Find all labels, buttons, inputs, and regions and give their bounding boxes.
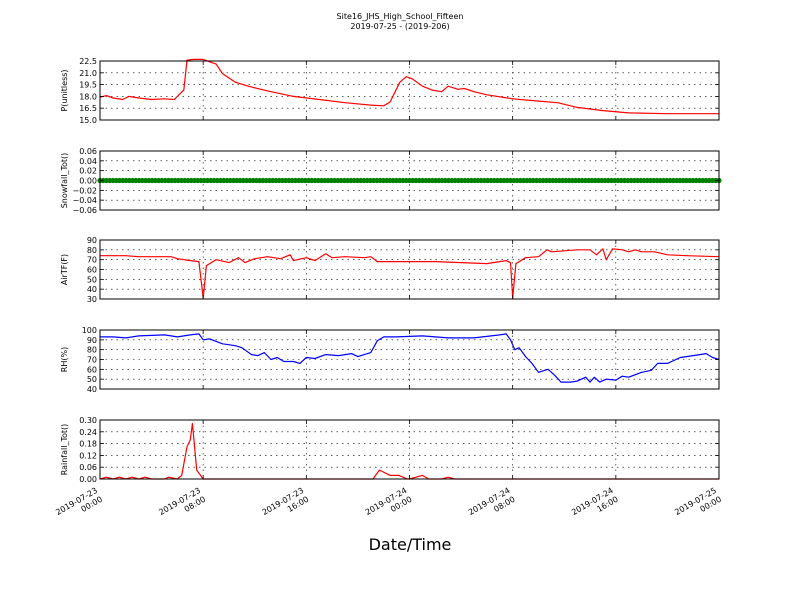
- y-tick-label: 70: [87, 256, 97, 265]
- chart-title: Site16_JHS_High_School_Fifteen: [337, 12, 464, 21]
- x-tick-labels: 2019-07-2300:00 2019-07-2308:00 2019-07-23…: [54, 486, 723, 526]
- y-tick-label: 0.18: [79, 440, 97, 449]
- series-line: [99, 423, 719, 480]
- y-tick-label: 50: [87, 375, 97, 384]
- y-axis-label: Snowfall_Tot(): [60, 153, 69, 209]
- y-tick-label: 19.5: [79, 81, 97, 90]
- x-axis-label: Date/Time: [369, 535, 452, 554]
- y-axis-label: P(unitless): [60, 69, 69, 111]
- y-tick-label: 90: [87, 236, 97, 245]
- y-tick-label: 80: [87, 346, 97, 355]
- y-axis-label: AirTF(F): [60, 254, 69, 285]
- y-tick-label: −0.02: [72, 186, 97, 195]
- y-tick-label: 0.04: [79, 157, 97, 166]
- x-tick-label: 2019-07-2300:00: [54, 486, 104, 526]
- x-tick-label: 2019-07-2416:00: [570, 486, 620, 526]
- panel-1: 15.0 16.5 18.0 19.5 21.0 22.5 P(unitless): [60, 57, 720, 125]
- y-tick-label: −0.04: [72, 196, 97, 205]
- series-line: [100, 333, 720, 383]
- y-tick-label: −0.06: [72, 206, 97, 215]
- series-line: [100, 248, 720, 299]
- y-tick-label: 0.00: [79, 475, 97, 484]
- y-tick-label: 40: [87, 285, 97, 294]
- y-tick-label: 0.02: [79, 167, 97, 176]
- y-tick-label: 0.24: [79, 428, 97, 437]
- y-tick-label: 90: [87, 336, 97, 345]
- y-tick-label: 15.0: [79, 116, 97, 125]
- y-tick-label: 60: [87, 365, 97, 374]
- y-tick-label: 50: [87, 275, 97, 284]
- y-tick-label: 0.00: [79, 177, 97, 186]
- y-tick-label: 30: [87, 295, 97, 304]
- y-tick-label: 0.30: [79, 416, 97, 425]
- x-tick-label: 2019-07-2500:00: [673, 486, 723, 526]
- y-tick-label: 80: [87, 246, 97, 255]
- y-tick-label: 70: [87, 356, 97, 365]
- panel-2: −0.06−0.04−0.020.000.020.040.06 Snowfall_…: [60, 147, 722, 215]
- y-tick-label: 0.06: [79, 147, 97, 156]
- y-tick-label: 0.06: [79, 463, 97, 472]
- y-tick-label: 60: [87, 266, 97, 275]
- y-tick-label: 100: [82, 326, 97, 335]
- y-axis-label: RH(%): [60, 347, 69, 372]
- y-tick-label: 21.0: [79, 69, 97, 78]
- y-tick-label: 0.12: [79, 451, 97, 460]
- y-axis-label: Rainfall_Tot(): [60, 424, 69, 476]
- y-tick-label: 40: [87, 385, 97, 394]
- y-tick-label: 16.5: [79, 104, 97, 113]
- chart-subtitle: 2019-07-25 - (2019-206): [350, 22, 449, 31]
- panel-5: 0.00 0.06 0.12 0.18 0.24 0.30 Rainfall_Tot(): [60, 416, 720, 484]
- x-tick-label: 2019-07-2408:00: [467, 486, 517, 526]
- x-tick-label: 2019-07-2308:00: [157, 486, 207, 526]
- y-tick-label: 22.5: [79, 57, 97, 66]
- y-tick-label: 18.0: [79, 92, 97, 101]
- x-tick-label: 2019-07-2316:00: [261, 486, 311, 526]
- panels: 15.0 16.5 18.0 19.5 21.0 22.5 P(unitless) −0.06…: [60, 57, 722, 484]
- series-line: [99, 58, 719, 115]
- x-tick-label: 2019-07-2400:00: [364, 486, 414, 526]
